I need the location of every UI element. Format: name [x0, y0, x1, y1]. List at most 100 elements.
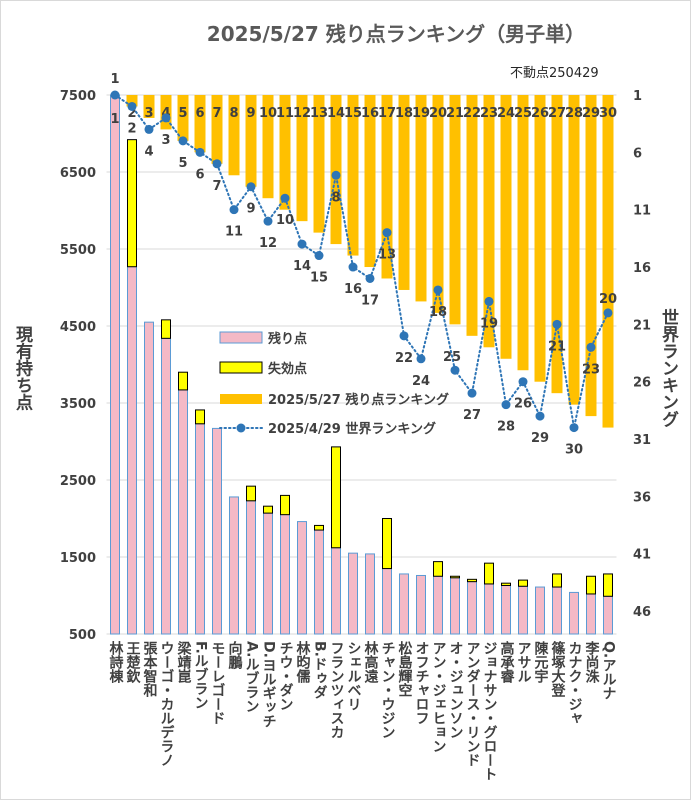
bar-remaining-points [280, 514, 290, 635]
bar-points-ranking [568, 95, 580, 405]
bar-remaining-points [297, 521, 307, 635]
world-ranking-marker [246, 182, 256, 192]
y-tick-label: 4500 [60, 320, 96, 335]
world-ranking-label: 17 [361, 293, 379, 308]
world-ranking-label: 4 [144, 144, 153, 159]
y-tick-label: 7500 [60, 89, 96, 104]
bar-remaining-points [518, 585, 528, 635]
world-ranking-marker [348, 262, 358, 272]
y-tick-label: 3500 [60, 397, 96, 412]
bar-expired-points [280, 494, 290, 516]
bar-expired-points [331, 446, 341, 549]
world-ranking-marker [297, 239, 307, 249]
bar-points-ranking [398, 95, 410, 290]
points-ranking-label: 10 [259, 106, 277, 121]
world-ranking-marker [382, 228, 392, 238]
points-ranking-label: 23 [480, 106, 498, 121]
world-ranking-marker [331, 170, 341, 180]
y2-tick-label: 46 [633, 605, 651, 620]
bar-points-ranking [432, 95, 444, 313]
bar-expired-points [518, 579, 528, 587]
bar-remaining-points [314, 529, 324, 635]
world-ranking-marker [127, 101, 137, 111]
points-ranking-label: 30 [599, 106, 617, 121]
world-ranking-label: 28 [497, 420, 515, 435]
points-ranking-label: 16 [361, 106, 379, 121]
legend-label-expired-points: 失効点 [268, 361, 307, 377]
world-ranking-marker [365, 273, 375, 283]
points-ranking-label: 3 [144, 106, 153, 121]
world-ranking-marker [399, 331, 409, 341]
bar-points-ranking [466, 95, 478, 336]
world-ranking-marker [535, 411, 545, 421]
bar-remaining-points [586, 593, 596, 635]
bar-points-ranking [585, 95, 597, 417]
bar-remaining-points [127, 266, 137, 635]
bar-remaining-points [178, 389, 188, 635]
y2-tick-label: 1 [633, 89, 642, 104]
bar-remaining-points [161, 337, 171, 635]
world-ranking-label: 23 [582, 362, 600, 377]
world-ranking-label: 11 [225, 225, 243, 240]
world-ranking-label: 3 [161, 133, 170, 148]
bar-expired-points [501, 582, 511, 586]
world-ranking-label: 22 [395, 351, 413, 366]
bar-points-ranking [483, 95, 495, 348]
points-ranking-label: 19 [412, 106, 430, 121]
bar-points-ranking [177, 95, 189, 141]
expired-points-bars [127, 139, 613, 597]
world-ranking-marker [280, 193, 290, 203]
y2-tick-label: 26 [633, 376, 651, 391]
points-ranking-label: 7 [212, 106, 221, 121]
bar-points-ranking [381, 95, 393, 279]
world-ranking-label: 20 [599, 292, 617, 307]
bar-remaining-points [569, 591, 579, 635]
y-axis-tick-labels: 500 1500 2500 3500 4500 5500 6500 7500 [60, 89, 96, 643]
world-ranking-markers [110, 90, 613, 433]
bar-points-ranking [262, 95, 274, 199]
bar-points-ranking [160, 95, 172, 130]
bar-remaining-points [552, 586, 562, 635]
legend-label-world-ranking: 2025/4/29 世界ランキング [268, 421, 436, 437]
bar-remaining-points [212, 427, 222, 635]
y-tick-label: 1500 [60, 551, 96, 566]
bar-remaining-points [263, 512, 273, 635]
world-ranking-label: 5 [178, 156, 187, 171]
world-ranking-marker [501, 400, 511, 410]
bar-points-ranking [194, 95, 206, 153]
world-ranking-label: 29 [531, 431, 549, 446]
bar-points-ranking [500, 95, 512, 359]
world-ranking-marker [416, 354, 426, 364]
bar-remaining-points [501, 584, 511, 635]
points-ranking-label: 25 [514, 106, 532, 121]
y2-tick-label: 31 [633, 433, 651, 448]
points-ranking-bars [126, 95, 614, 428]
world-ranking-marker [484, 296, 494, 306]
world-ranking-label: 15 [310, 271, 328, 286]
legend-swatch-remaining-points [219, 331, 263, 344]
points-ranking-label: 5 [178, 106, 187, 121]
y-tick-label: 2500 [60, 474, 96, 489]
world-ranking-marker [144, 124, 154, 134]
world-ranking-marker [552, 319, 562, 329]
world-ranking-label: 21 [548, 339, 566, 354]
bar-expired-points [195, 409, 205, 425]
y2-tick-label: 11 [633, 204, 651, 219]
world-ranking-marker [433, 285, 443, 295]
world-ranking-label: 7 [212, 179, 221, 194]
y-tick-label: 5500 [60, 243, 96, 258]
world-ranking-labels: 1243567119121014158161713222418252719282… [110, 72, 617, 458]
bar-remaining-points [416, 574, 426, 635]
points-ranking-label: 29 [582, 106, 600, 121]
world-ranking-label: 12 [259, 236, 277, 251]
bar-expired-points [450, 575, 460, 579]
world-ranking-label: 30 [565, 443, 583, 458]
bar-remaining-points [348, 552, 358, 635]
bar-points-ranking [534, 95, 546, 382]
world-ranking-label: 8 [331, 190, 340, 205]
bar-remaining-points [195, 423, 205, 635]
legend-swatch-world-ranking-marker [236, 423, 246, 433]
bar-points-ranking [330, 95, 342, 245]
